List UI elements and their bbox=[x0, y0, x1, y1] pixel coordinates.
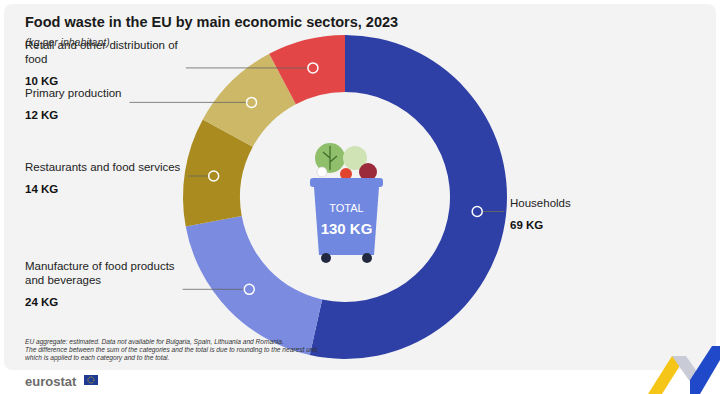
slice bbox=[186, 216, 322, 355]
data-label: 24 KG bbox=[25, 296, 58, 308]
data-label: 10 KG bbox=[25, 75, 58, 87]
data-label: 69 KG bbox=[510, 219, 543, 231]
leader-dot bbox=[247, 97, 257, 107]
eu-stars bbox=[88, 377, 94, 383]
icon-bin-lid bbox=[310, 178, 383, 187]
category-label: Retail and other distribution of food bbox=[25, 39, 179, 65]
title: Food waste in the EU by main economic se… bbox=[25, 14, 398, 30]
chart: Food waste in the EU by main economic se… bbox=[0, 0, 720, 394]
labels: Households 69 KG Manufacture of food produ… bbox=[25, 39, 571, 308]
source: eurostat bbox=[25, 374, 77, 389]
slice bbox=[269, 35, 345, 104]
category-label-line: Primary production bbox=[25, 87, 122, 99]
category-label-line: Households bbox=[510, 197, 571, 209]
leader-line bbox=[186, 67, 313, 68]
decor bbox=[690, 346, 720, 394]
leader-dot bbox=[209, 171, 219, 181]
data-label: 12 KG bbox=[25, 109, 58, 121]
leader-dot bbox=[244, 284, 254, 294]
leader-dot bbox=[472, 207, 482, 217]
category-label: Manufacture of food products and beverage… bbox=[25, 260, 175, 286]
icon-leaf-vein bbox=[323, 146, 337, 170]
category-label: Restaurants and food services bbox=[25, 161, 181, 173]
icon-egg bbox=[317, 167, 327, 177]
eu-flag bbox=[84, 375, 98, 385]
panel bbox=[4, 4, 716, 370]
slices bbox=[183, 35, 507, 359]
data-label: 14 KG bbox=[25, 183, 58, 195]
icon-wheel bbox=[321, 253, 331, 263]
category-label-line: Retail and other distribution of bbox=[25, 39, 179, 51]
category-label: Primary production bbox=[25, 87, 122, 99]
note: EU aggregate: estimated. Data not availa… bbox=[25, 338, 284, 346]
category-label-line: Manufacture of food products bbox=[25, 260, 175, 272]
leader-line bbox=[183, 289, 250, 290]
total-label: TOTAL bbox=[329, 202, 363, 214]
note: which is applied to each category and to… bbox=[25, 354, 170, 362]
total-value: 130 KG bbox=[321, 220, 373, 237]
background bbox=[0, 0, 720, 394]
icon-bin-body bbox=[314, 187, 379, 255]
category-label-line: Restaurants and food services bbox=[25, 161, 181, 173]
leader-dot bbox=[308, 63, 318, 73]
category-label-line: and beverages bbox=[25, 274, 101, 286]
leader-line bbox=[130, 102, 252, 103]
note: The difference between the sum of the ca… bbox=[25, 346, 319, 354]
category-label-line: food bbox=[25, 53, 47, 65]
bin-icon bbox=[310, 143, 383, 263]
icon-wheel bbox=[362, 253, 372, 263]
chart-wrap: Food waste in the EU by main economic se… bbox=[0, 0, 720, 394]
category-label: Households bbox=[510, 197, 571, 209]
